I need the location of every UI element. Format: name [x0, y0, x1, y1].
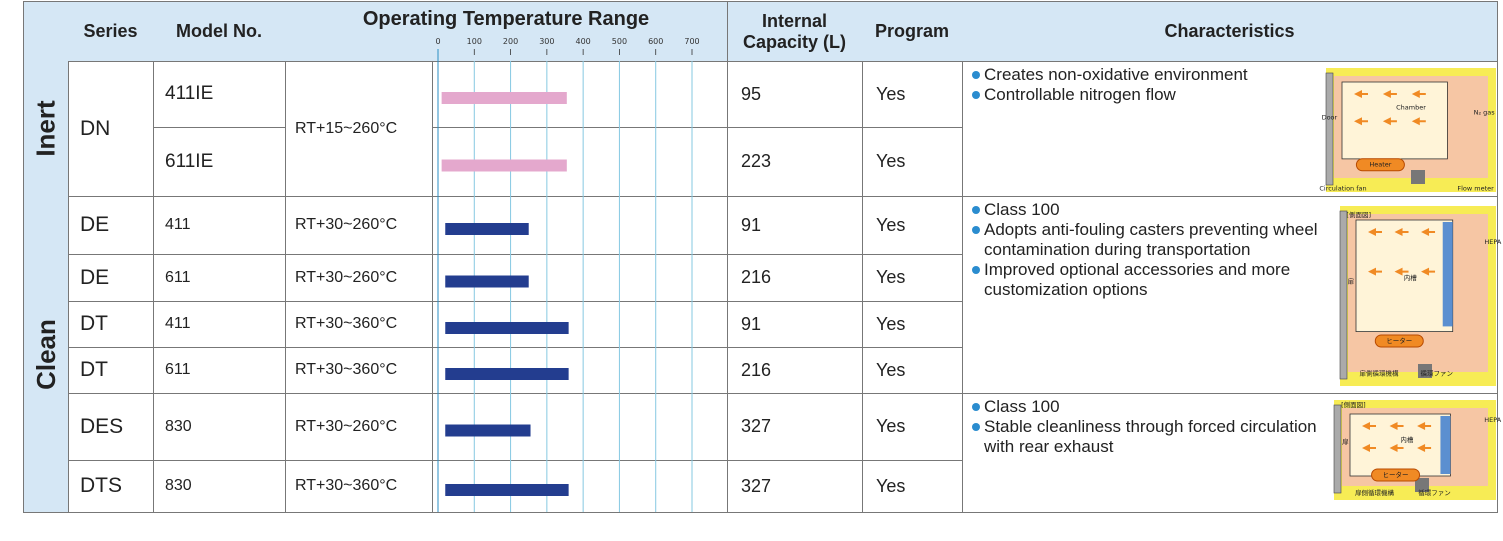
spec-table: 0100200300400500600700ChamberDoorHeaterN…: [0, 0, 1503, 541]
temperature-range: RT+30~360°C: [285, 460, 433, 513]
model: 411IE: [153, 61, 286, 128]
program: Yes: [862, 61, 963, 128]
series: DN: [68, 61, 154, 197]
capacity: 327: [727, 393, 863, 461]
header-program: Program: [862, 2, 963, 62]
header-capacity: Internal Capacity (L): [727, 2, 863, 62]
series: DT: [68, 301, 154, 348]
temperature-bar-cell: [432, 393, 728, 461]
temperature-range: RT+30~260°C: [285, 254, 433, 302]
temperature-range: RT+30~260°C: [285, 393, 433, 461]
model: 830: [153, 393, 286, 461]
header-model: Model No.: [153, 2, 286, 62]
bullet: Stable cleanliness through forced circul…: [970, 417, 1329, 457]
program: Yes: [862, 127, 963, 197]
temperature-bar-cell: [432, 196, 728, 255]
temperature-range: RT+15~260°C: [285, 61, 433, 197]
series: DE: [68, 254, 154, 302]
capacity: 223: [727, 127, 863, 197]
bullet: Class 100: [970, 397, 1329, 417]
model: 611: [153, 254, 286, 302]
program: Yes: [862, 393, 963, 461]
capacity: 91: [727, 301, 863, 348]
header-characteristics: Characteristics: [962, 2, 1498, 62]
model: 411: [153, 196, 286, 255]
header-temperature: Operating Temperature Range: [285, 2, 728, 62]
bullet: Adopts anti-fouling casters preventing w…: [970, 220, 1329, 260]
temperature-bar-cell: [432, 61, 728, 128]
header-corner: [24, 2, 69, 62]
temperature-bar-cell: [432, 254, 728, 302]
capacity: 216: [727, 254, 863, 302]
group-label: Clean: [24, 196, 69, 513]
model: 611IE: [153, 127, 286, 197]
group-text: Clean: [31, 319, 62, 390]
temperature-range: RT+30~260°C: [285, 196, 433, 255]
temperature-bar-cell: [432, 127, 728, 197]
capacity: 91: [727, 196, 863, 255]
group-text: Inert: [31, 100, 62, 156]
series: DT: [68, 347, 154, 394]
series: DE: [68, 196, 154, 255]
program: Yes: [862, 460, 963, 513]
bullet: Class 100: [970, 200, 1329, 220]
program: Yes: [862, 196, 963, 255]
group-label: Inert: [24, 61, 69, 197]
program: Yes: [862, 347, 963, 394]
temperature-range: RT+30~360°C: [285, 347, 433, 394]
program: Yes: [862, 301, 963, 348]
bullet: Improved optional accessories and more c…: [970, 260, 1329, 300]
series: DES: [68, 393, 154, 461]
model: 830: [153, 460, 286, 513]
series: DTS: [68, 460, 154, 513]
temperature-bar-cell: [432, 347, 728, 394]
capacity: 216: [727, 347, 863, 394]
capacity: 327: [727, 460, 863, 513]
temperature-bar-cell: [432, 460, 728, 513]
capacity: 95: [727, 61, 863, 128]
program: Yes: [862, 254, 963, 302]
temperature-range: RT+30~360°C: [285, 301, 433, 348]
bullet: Creates non-oxidative environment: [970, 65, 1324, 85]
header-series: Series: [68, 2, 154, 62]
temperature-bar-cell: [432, 301, 728, 348]
model: 611: [153, 347, 286, 394]
model: 411: [153, 301, 286, 348]
bullet: Controllable nitrogen flow: [970, 85, 1324, 105]
